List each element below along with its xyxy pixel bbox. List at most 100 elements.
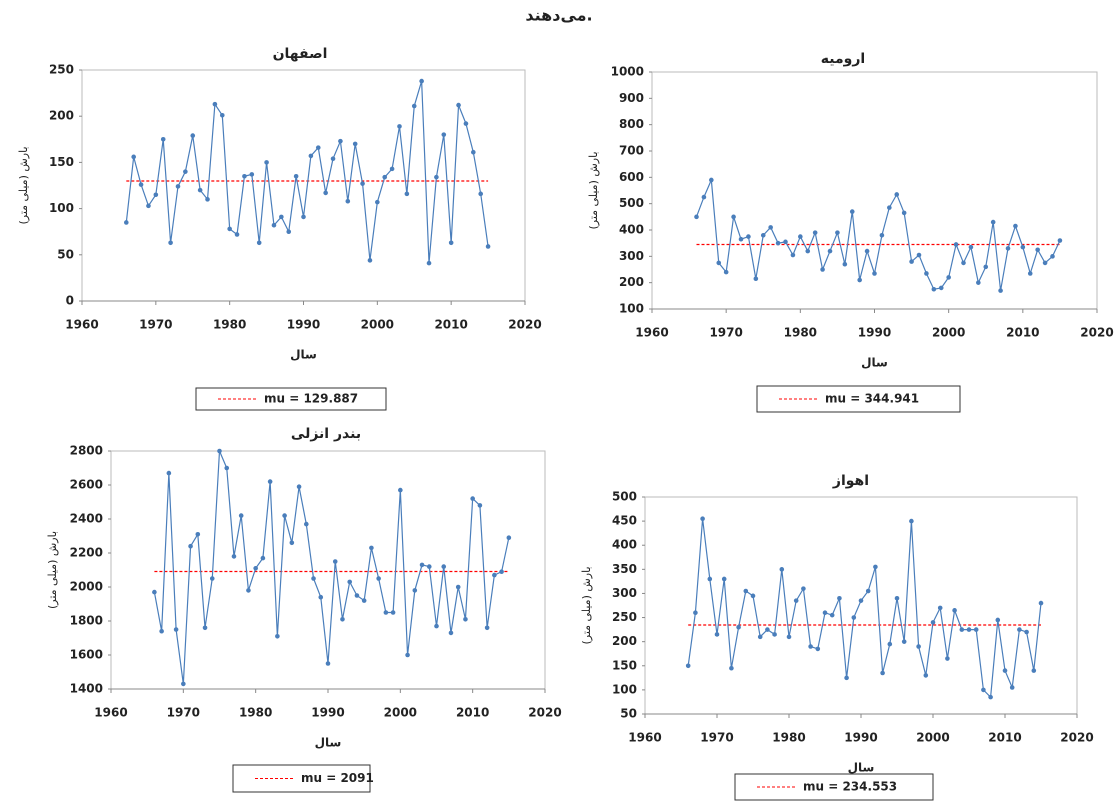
data-point xyxy=(694,214,699,220)
x-tick-label: 2020 xyxy=(1060,731,1093,745)
data-point xyxy=(382,174,388,180)
data-point xyxy=(264,160,269,165)
data-point xyxy=(815,646,821,652)
data-point xyxy=(397,124,402,129)
data-point xyxy=(765,627,770,632)
data-point xyxy=(1038,600,1044,606)
data-point xyxy=(983,264,989,270)
data-line xyxy=(695,179,1061,291)
data-point xyxy=(434,623,439,629)
data-point xyxy=(760,232,766,238)
data-point xyxy=(1042,260,1048,266)
data-point xyxy=(282,513,287,518)
y-axis-label: بارش (میلی متر) xyxy=(580,566,593,644)
data-point xyxy=(1005,246,1011,251)
legend-label: mu = 344.941 xyxy=(825,392,919,406)
x-tick-label: 1960 xyxy=(94,706,127,720)
data-point xyxy=(894,192,900,197)
x-tick-label: 2010 xyxy=(456,706,489,720)
x-tick-label: 1990 xyxy=(311,706,344,720)
data-point xyxy=(923,673,929,678)
data-point xyxy=(1050,254,1055,259)
data-point xyxy=(404,191,410,197)
x-tick-label: 1970 xyxy=(139,318,172,332)
data-point xyxy=(267,479,273,484)
data-point xyxy=(212,101,218,107)
y-tick-label: 400 xyxy=(612,538,637,552)
data-point xyxy=(360,181,365,186)
data-point xyxy=(405,652,410,658)
data-point xyxy=(988,694,993,700)
data-point xyxy=(470,496,475,501)
data-point xyxy=(772,632,777,637)
chart-title: اصفهان xyxy=(273,46,328,62)
data-point xyxy=(750,593,756,599)
data-point xyxy=(361,598,367,603)
y-tick-label: 500 xyxy=(619,196,644,210)
data-point xyxy=(173,627,179,632)
data-point xyxy=(383,610,389,615)
x-axis-label: سال xyxy=(861,356,888,370)
data-point xyxy=(743,588,749,594)
data-point xyxy=(484,625,490,631)
data-point xyxy=(879,232,885,238)
data-point xyxy=(478,191,484,197)
data-point xyxy=(152,589,157,595)
data-point xyxy=(389,166,395,172)
data-point xyxy=(296,484,302,490)
data-point xyxy=(168,240,173,246)
data-point xyxy=(323,190,328,196)
data-point xyxy=(485,244,491,249)
data-point xyxy=(217,448,222,454)
chart-title: ارومیه xyxy=(821,51,865,67)
data-line xyxy=(125,80,489,264)
data-point xyxy=(842,261,848,267)
data-point xyxy=(901,210,907,216)
data-point xyxy=(308,153,314,159)
data-point xyxy=(318,594,324,600)
data-point xyxy=(872,271,877,276)
data-point xyxy=(398,487,403,493)
data-point xyxy=(367,258,373,263)
data-point xyxy=(783,239,788,245)
data-point xyxy=(1035,247,1040,253)
data-point xyxy=(1013,223,1018,229)
data-point xyxy=(159,628,164,634)
y-tick-label: 300 xyxy=(619,249,644,263)
data-point xyxy=(330,156,336,162)
data-point xyxy=(768,225,773,230)
data-point xyxy=(1020,244,1026,250)
y-tick-label: 100 xyxy=(612,682,637,696)
data-point xyxy=(419,78,424,84)
data-point xyxy=(822,610,828,616)
data-point xyxy=(959,627,965,632)
data-point xyxy=(1024,629,1029,635)
data-point xyxy=(190,133,196,138)
data-point xyxy=(390,610,396,615)
y-tick-label: 2600 xyxy=(70,478,103,492)
data-point xyxy=(998,288,1003,293)
data-point xyxy=(968,244,974,250)
x-tick-label: 2000 xyxy=(384,706,417,720)
data-point xyxy=(820,267,825,272)
data-point xyxy=(315,145,321,150)
data-point xyxy=(219,112,225,118)
data-point xyxy=(195,532,201,537)
y-tick-label: 2400 xyxy=(70,512,103,526)
data-point xyxy=(775,240,781,246)
data-point xyxy=(477,503,483,508)
data-point xyxy=(369,545,374,551)
y-tick-label: 50 xyxy=(620,707,637,721)
data-point xyxy=(837,595,842,601)
data-point xyxy=(338,138,343,144)
data-point xyxy=(721,576,727,582)
y-axis-label: بارش (میلی متر) xyxy=(46,531,59,609)
data-point xyxy=(887,205,892,210)
x-tick-label: 1960 xyxy=(635,326,668,340)
y-axis-label: بارش (میلی متر) xyxy=(17,146,30,224)
data-point xyxy=(289,540,295,546)
data-point xyxy=(873,564,878,570)
data-line xyxy=(687,518,1042,699)
data-point xyxy=(709,177,714,183)
